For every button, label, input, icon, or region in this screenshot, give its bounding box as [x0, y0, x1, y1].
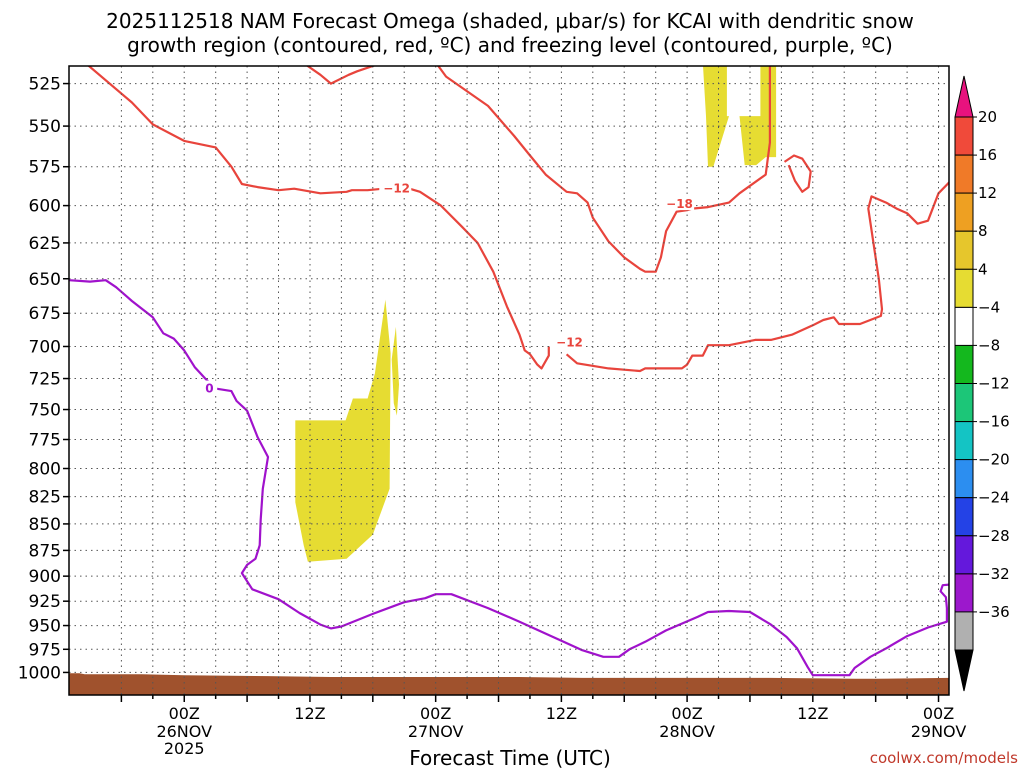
colorbar-segment-14 [954, 611, 974, 651]
colorbar-label-5: −4 [978, 298, 1000, 316]
y-tick-label-1: 550 [29, 117, 61, 137]
contour-labels: −12 −12 −18 0 [201, 180, 695, 396]
y-tick-label-0: 525 [29, 75, 61, 95]
x-tick-time-6: 00Z [923, 704, 954, 723]
x-tick-time-3: 12Z [546, 704, 577, 723]
colorbar-segment-8 [954, 383, 974, 423]
colorbar-bottom-arrow [954, 649, 974, 692]
contour-0 [87, 66, 550, 370]
y-tick-label-2: 575 [29, 158, 61, 178]
colorbar-segment-4 [954, 230, 974, 270]
colorbar-label-11: −28 [978, 527, 1010, 545]
y-tick-label-5: 650 [29, 270, 61, 290]
colorbar-label-8: −16 [978, 413, 1010, 431]
contour-1 [565, 181, 949, 373]
axes: 525 550 575 600 625 650 675 700 725 750 775 800 825 8… [18, 75, 967, 758]
terrain [69, 673, 949, 695]
y-tick-label-11: 800 [29, 460, 61, 480]
contour-2 [305, 66, 772, 273]
omega-shade-1 [391, 326, 399, 416]
y-tick-label-8: 725 [29, 370, 61, 390]
y-tick-label-19: 1000 [18, 663, 61, 683]
colorbar-top-arrow [954, 75, 974, 118]
x-tick-date-0: 26NOV [156, 722, 212, 741]
omega-shade-2 [703, 66, 777, 167]
colorbar-segment-6 [954, 306, 974, 346]
x-tick-time-0: 00Z [169, 704, 200, 723]
colorbar-label-0: 20 [978, 108, 997, 126]
grid [69, 66, 949, 695]
y-tick-label-3: 600 [29, 197, 61, 217]
chart-title-line1: 2025112518 NAM Forecast Omega (shaded, μ… [106, 9, 914, 33]
x-tick-time-5: 12Z [797, 704, 828, 723]
x-tick-time-1: 12Z [294, 704, 325, 723]
contour-label-1: −12 [556, 336, 583, 350]
y-tick-label-6: 675 [29, 304, 61, 324]
colorbar-segment-3 [954, 192, 974, 232]
y-tick-label-15: 900 [29, 567, 61, 587]
contour-label-bg-0 [379, 180, 412, 195]
contour-label-bg-2 [662, 196, 695, 211]
contour-label-bg-1 [552, 334, 585, 349]
contour-3 [783, 154, 812, 193]
colorbar-label-1: 16 [978, 146, 997, 164]
x-tick-time-2: 00Z [420, 704, 451, 723]
credit-text: coolwx.com/models [870, 749, 1018, 767]
chart-title-line2: growth region (contoured, red, ºC) and f… [127, 33, 893, 57]
colorbar-segment-1 [954, 116, 974, 156]
colorbar-segment-12 [954, 535, 974, 575]
contour-label-bg-4 [201, 380, 218, 395]
y-tick-label-12: 825 [29, 488, 61, 508]
x-tick-year-0: 2025 [164, 739, 205, 758]
colorbar-label-6: −8 [978, 336, 1000, 354]
y-tick-label-14: 875 [29, 541, 61, 561]
y-tick-label-17: 950 [29, 617, 61, 637]
colorbar-label-9: −20 [978, 451, 1010, 469]
colorbar-segment-13 [954, 573, 974, 613]
x-tick-date-2: 27NOV [408, 722, 464, 741]
colorbar-segment-7 [954, 344, 974, 384]
y-tick-label-13: 850 [29, 515, 61, 535]
colorbar-label-12: −32 [978, 565, 1010, 583]
colorbar-segment-10 [954, 459, 974, 499]
contour-label-2: −18 [666, 197, 693, 211]
x-axis-title: Forecast Time (UTC) [409, 746, 611, 768]
y-tick-label-18: 975 [29, 640, 61, 660]
y-tick-label-16: 925 [29, 592, 61, 612]
y-tick-label-9: 750 [29, 401, 61, 421]
contour-label-0: −12 [383, 182, 410, 196]
colorbar-segment-2 [954, 154, 974, 194]
colorbar-label-3: 8 [978, 222, 988, 240]
colorbar-segment-9 [954, 421, 974, 461]
colorbar-segment-5 [954, 268, 974, 308]
y-tick-label-4: 625 [29, 234, 61, 254]
colorbar-label-2: 12 [978, 184, 997, 202]
x-tick-date-4: 28NOV [659, 722, 715, 741]
y-tick-label-7: 700 [29, 337, 61, 357]
plot-frame [68, 65, 950, 696]
omega-shade-0 [295, 299, 391, 562]
contour-label-4: 0 [205, 382, 213, 396]
colorbar-segment-11 [954, 497, 974, 537]
colorbar-label-13: −36 [978, 603, 1010, 621]
colorbar-label-7: −12 [978, 375, 1010, 393]
colorbar-label-4: 4 [978, 260, 988, 278]
x-tick-date-6: 29NOV [911, 722, 967, 741]
y-tick-label-10: 775 [29, 430, 61, 450]
contour-4 [69, 279, 949, 677]
x-tick-time-4: 00Z [671, 704, 702, 723]
colorbar: 20 16 12 8 4 −4 −8 −12 −16 −20 −24 −28 −32 −36 [954, 75, 1010, 692]
colorbar-label-10: −24 [978, 489, 1010, 507]
